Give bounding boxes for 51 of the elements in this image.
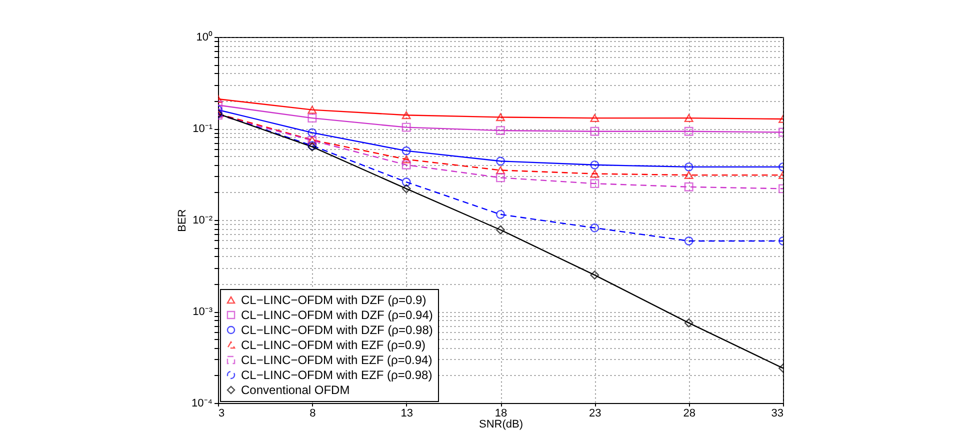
point bbox=[590, 114, 600, 122]
x-axis-title: SNR(dB) bbox=[478, 418, 524, 430]
legend-label: CL−LINC−OFDM with EZF (ρ=0.94) bbox=[241, 353, 432, 367]
y-tick-label: 10⁰ bbox=[196, 30, 212, 44]
point bbox=[496, 113, 505, 122]
point bbox=[402, 146, 411, 156]
point bbox=[684, 114, 694, 122]
point bbox=[684, 126, 694, 136]
point bbox=[684, 182, 694, 192]
point bbox=[590, 223, 600, 232]
point bbox=[590, 126, 600, 136]
point bbox=[496, 173, 505, 182]
point bbox=[590, 170, 600, 178]
x-tick-label: 8 bbox=[310, 408, 316, 420]
point bbox=[308, 106, 317, 114]
point bbox=[590, 270, 600, 280]
point bbox=[496, 156, 505, 166]
y-tick-label: 10⁻² bbox=[192, 214, 213, 226]
y-axis-title: BER bbox=[176, 209, 189, 232]
y-tick-label: 10⁻³ bbox=[192, 306, 213, 318]
legend-label: CL−LINC−OFDM with DZF (ρ=0.94) bbox=[241, 308, 433, 322]
legend-label: CL−LINC−OFDM with DZF (ρ=0.98) bbox=[241, 323, 433, 337]
point bbox=[684, 171, 694, 179]
legend-label: Conventional OFDM bbox=[241, 383, 350, 397]
point bbox=[402, 155, 411, 164]
point bbox=[402, 184, 411, 194]
point bbox=[308, 114, 317, 123]
x-tick-label: 18 bbox=[494, 408, 508, 420]
point bbox=[496, 225, 505, 234]
y-tick-label: 10⁻⁴ bbox=[192, 398, 213, 410]
point bbox=[684, 236, 694, 246]
x-tick-label: 3 bbox=[218, 408, 225, 420]
point bbox=[402, 111, 411, 120]
point bbox=[402, 122, 411, 132]
point bbox=[496, 126, 505, 136]
point bbox=[308, 128, 317, 138]
legend-label: CL−LINC−OFDM with DZF (ρ=0.9) bbox=[241, 293, 426, 307]
legend-label: CL−LINC−OFDM with EZF (ρ=0.98) bbox=[241, 368, 432, 382]
point bbox=[402, 160, 411, 170]
point bbox=[684, 318, 694, 328]
point bbox=[590, 160, 600, 170]
point bbox=[496, 210, 505, 219]
x-tick-label: 28 bbox=[683, 408, 696, 420]
point bbox=[684, 162, 694, 172]
x-tick-label: 13 bbox=[400, 408, 413, 420]
point bbox=[590, 179, 600, 188]
x-tick-label: 23 bbox=[589, 408, 602, 420]
legend-label: CL−LINC−OFDM with EZF (ρ=0.9) bbox=[241, 338, 426, 352]
y-tick-label: 10⁻¹ bbox=[192, 123, 213, 135]
x-tick-label: 33 bbox=[771, 408, 784, 420]
point bbox=[402, 178, 411, 186]
